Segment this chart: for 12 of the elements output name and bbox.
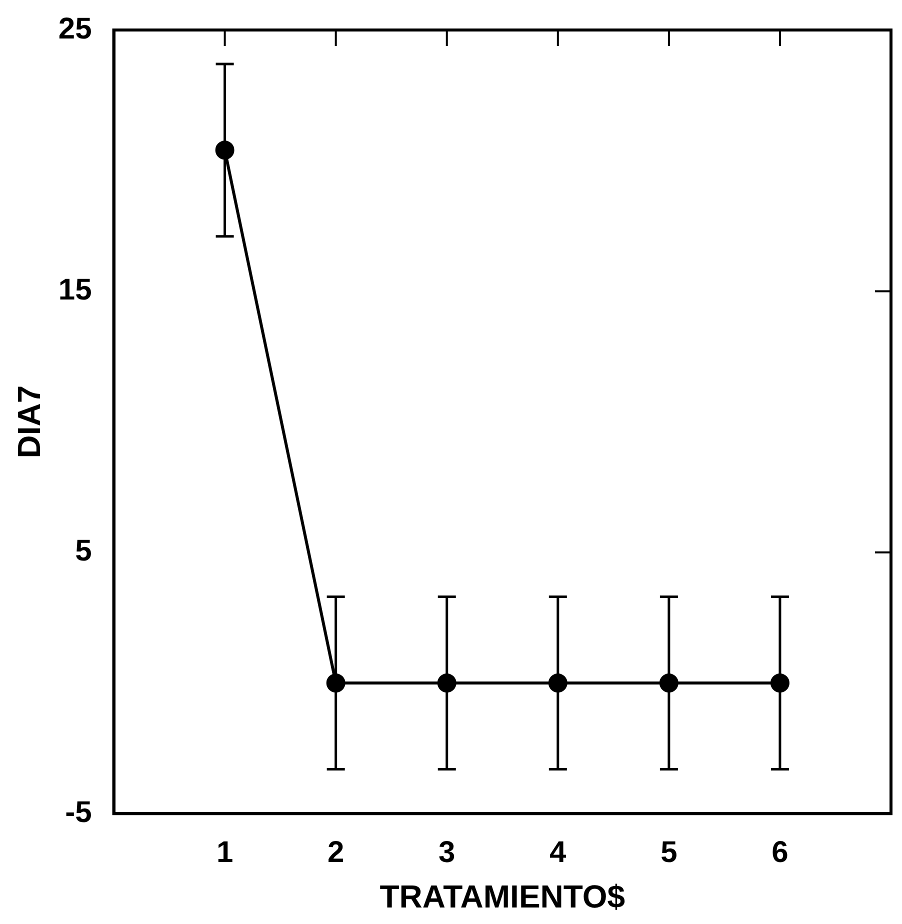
- x-tick-label: 5: [660, 836, 678, 869]
- y-tick-label: 15: [58, 273, 92, 306]
- x-axis-title: TRATAMIENTO$: [380, 878, 626, 915]
- y-tick-label: 5: [75, 534, 92, 568]
- x-tick-label: 2: [327, 836, 344, 869]
- x-tick-label: 1: [216, 836, 234, 869]
- x-tick-label: 4: [550, 836, 567, 869]
- y-axis-title: DIA7: [11, 385, 48, 458]
- x-tick-label: 3: [438, 836, 456, 869]
- y-tick-label: 25: [58, 12, 92, 46]
- x-tick-label: 6: [772, 836, 788, 869]
- y-tick-label: -5: [65, 796, 92, 829]
